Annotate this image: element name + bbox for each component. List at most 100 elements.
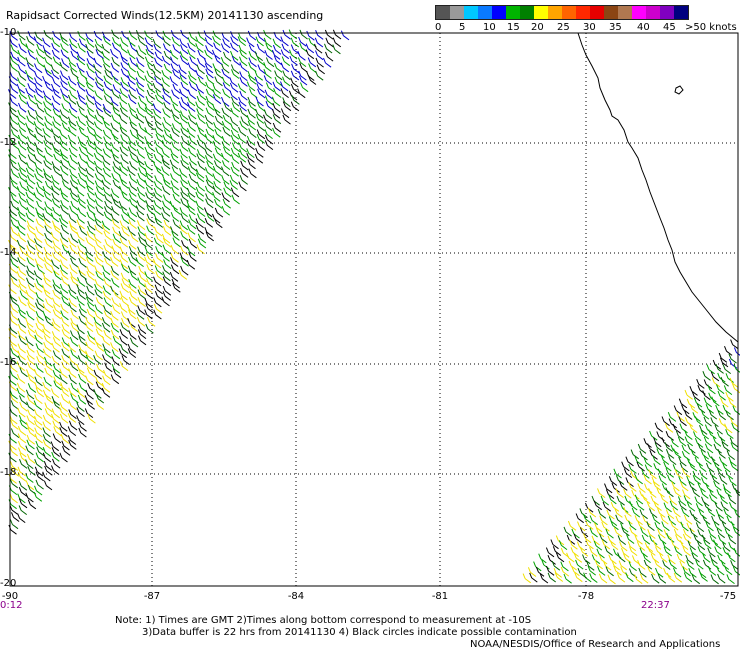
wind-barb [154, 127, 163, 138]
wind-barb [146, 213, 155, 224]
wind-barb [212, 63, 221, 73]
wind-barb [18, 102, 27, 113]
wind-barb [212, 173, 221, 184]
wind-barb [155, 271, 164, 281]
wind-barb [231, 194, 240, 205]
wind-barb [17, 50, 26, 60]
wind-barb [69, 205, 78, 216]
wind-barb [26, 162, 35, 172]
wind-barb [171, 127, 180, 137]
wind-barb [61, 122, 71, 133]
wind-barb [25, 191, 34, 202]
wind-barb [155, 147, 164, 157]
wind-barb [161, 122, 171, 133]
wind-barb [188, 75, 197, 85]
wind-barb [597, 488, 606, 498]
wind-barb [665, 467, 674, 478]
wind-barb [230, 64, 240, 75]
wind-barb [272, 127, 281, 138]
wind-barb [660, 514, 669, 525]
wind-barb [152, 63, 162, 74]
wind-barb [25, 43, 34, 54]
wind-barb [652, 481, 662, 491]
wind-barb [178, 64, 187, 75]
wind-barb [87, 220, 96, 231]
wind-barb [17, 30, 26, 41]
wind-barb [553, 568, 562, 578]
wind-barb [713, 539, 722, 550]
lat-tick-label: -18 [0, 467, 17, 478]
wind-barb [138, 237, 147, 248]
wind-barb [152, 82, 161, 93]
wind-barb [144, 309, 153, 320]
wind-barb [280, 108, 290, 119]
wind-barb [59, 232, 69, 243]
wind-barb [42, 471, 51, 482]
wind-barb [77, 367, 87, 378]
wind-barb [197, 161, 206, 171]
wind-barb [162, 43, 172, 54]
wind-barb [678, 398, 688, 409]
wind-barb [110, 374, 120, 385]
wind-barb [136, 220, 146, 230]
wind-barb [86, 231, 95, 241]
wind-barb [693, 431, 702, 441]
wind-barb [86, 58, 95, 68]
wind-barb [35, 302, 44, 313]
wind-barb [659, 552, 668, 563]
wind-barb [17, 71, 27, 81]
wind-barb [68, 284, 77, 295]
wind-barb [586, 560, 595, 571]
wind-barb [68, 420, 78, 431]
wind-barb [112, 161, 122, 172]
wind-barb [196, 139, 206, 150]
wind-barb [673, 448, 682, 459]
wind-barb [702, 371, 711, 381]
legend-swatch [646, 6, 660, 19]
wind-barb [212, 94, 222, 105]
wind-barb [640, 527, 649, 537]
wind-barb [623, 488, 632, 499]
wind-barb [571, 566, 580, 577]
wind-barb [10, 129, 20, 139]
wind-barb [146, 253, 155, 263]
wind-barb [137, 324, 147, 335]
wind-barb [68, 400, 77, 411]
wind-barb [221, 205, 230, 216]
wind-barb [170, 56, 179, 67]
wind-barb [35, 292, 44, 302]
wind-barb [78, 239, 87, 249]
wind-barb [60, 434, 70, 444]
wind-barb [120, 272, 130, 283]
wind-barb [623, 507, 632, 517]
wind-barb [34, 376, 43, 387]
wind-barb [17, 355, 27, 366]
wind-barb [239, 56, 248, 67]
wind-barb [716, 384, 725, 394]
wind-barb [205, 68, 214, 79]
wind-barb [616, 572, 626, 583]
wind-barb [607, 574, 616, 585]
wind-barb [137, 305, 146, 315]
wind-barb [570, 547, 579, 557]
wind-barb [673, 487, 682, 498]
wind-barb [205, 121, 215, 132]
wind-barb [67, 160, 76, 171]
wind-barb [155, 253, 164, 263]
wind-barb [727, 534, 737, 545]
wind-barb [10, 303, 19, 314]
wind-barb [231, 142, 241, 153]
wind-barb [214, 147, 224, 158]
wind-barb [85, 89, 94, 99]
wind-barb [246, 148, 255, 158]
wind-barb [69, 224, 78, 235]
wind-barb [154, 76, 163, 87]
wind-barb [87, 413, 96, 424]
wind-barb [112, 252, 121, 263]
wind-barb [577, 521, 586, 532]
wind-barb [675, 430, 685, 441]
wind-barb [314, 43, 323, 54]
wind-barb [103, 278, 112, 289]
wind-barb [629, 546, 638, 556]
wind-barb [25, 70, 34, 80]
